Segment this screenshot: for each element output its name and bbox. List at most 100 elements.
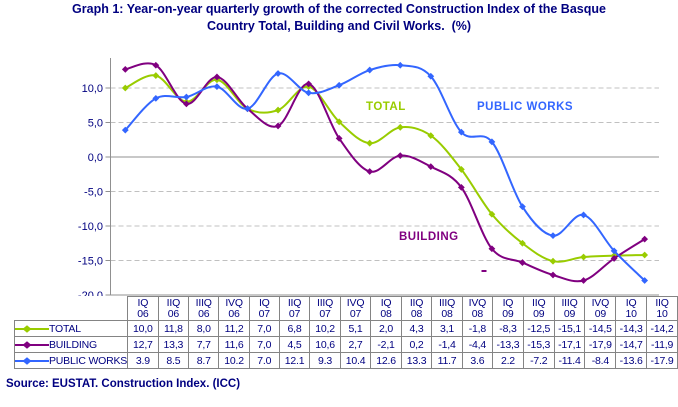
table-row: TOTAL 10,0 11,8 8,0 11,2 7,0 6,8 10,2 5,1 2,0 4,3 3… [13,320,678,337]
series-marker-total [396,123,404,131]
value-cell: -14,3 [615,320,648,337]
value-cell: 12.6 [370,352,402,369]
value-cell: -14,5 [584,320,617,337]
y-axis-label: 5,0 [88,117,103,129]
quarter-header-cell: IVQ 07 [339,296,372,321]
quarter-header-cell: IIQ 08 [400,296,433,321]
series-line-building [124,62,646,283]
y-axis-label: 0,0 [88,152,103,164]
series-marker-building [519,259,526,266]
series-marker-building [610,255,618,262]
value-cell: 12.1 [278,352,311,369]
value-cell: -8,3 [492,320,524,337]
value-cell: -12,5 [522,320,555,337]
legend-label: BUILDING [49,338,97,351]
series-marker-public-works [335,81,343,89]
series-marker-building [366,168,374,175]
series-marker-total [427,132,435,140]
series-marker-total [580,253,587,261]
value-cell: -4,4 [461,336,494,353]
value-cell: 3.9 [127,352,159,369]
series-marker-total [121,84,129,92]
value-cell: 2,7 [339,336,372,353]
quarter-header-cell: IVQ 08 [461,296,494,321]
value-cell: 10.4 [339,352,372,369]
quarter-header-cell: IIIQ 06 [188,296,220,321]
series-marker-building [274,122,282,130]
series-marker-building [488,245,496,253]
series-marker-building [549,271,557,279]
series-marker-public-works [152,94,160,102]
value-cell: -15,1 [553,320,586,337]
value-cell: 7,0 [248,336,280,353]
value-cell: 4,3 [400,320,433,337]
series-marker-total [457,166,465,173]
value-cell: 6,8 [278,320,311,337]
series-marker-building [396,152,404,160]
value-cell: -13,3 [492,336,524,353]
graph-title-line2: Country Total, Building and Civil Works.… [206,19,472,33]
series-marker-public-works [641,277,649,284]
value-cell: -17,1 [553,336,586,353]
value-cell: -14,2 [646,320,678,337]
legend-cell: TOTAL [13,320,129,337]
series-marker-public-works [488,138,496,146]
value-cell: 2,0 [370,320,402,337]
value-cell: -17,9 [584,336,617,353]
quarter-header-cell: IIQ 10 [646,296,678,321]
value-cell: -17.9 [646,352,678,369]
table-row: PUBLIC WORKS 3.9 8.5 8.7 10.2 7.0 12.1 9.3 10.4 1… [13,352,678,369]
stray-dash [481,270,487,272]
value-cell: -11.4 [553,352,586,369]
graph-title: Graph 1: Year-on-year quarterly growth o… [0,1,678,35]
value-cell: -8.4 [584,352,617,369]
value-cell: 8.5 [157,352,190,369]
series-marker-public-works [213,83,221,91]
quarter-header-cell: IQ 10 [615,296,648,321]
value-cell: -15,3 [522,336,555,353]
series-marker-public-works [183,93,190,101]
quarter-header-cell: IIQ 07 [278,296,311,321]
quarter-header-cell: IIIQ 08 [431,296,463,321]
value-cell: -14,7 [615,336,648,353]
series-marker-building [152,61,160,69]
quarter-header-cell: IIIQ 07 [309,296,341,321]
series-marker-public-works [549,232,557,240]
chart-svg: 10,0 5,0 0,0 -5,0 -10,0 -15,0 -20,0 TOTAL PUBLIC… [78,58,659,300]
value-cell: 13.3 [400,352,433,369]
table-header: IQ 06 IIQ 06 IIIQ 06 IVQ 06 IQ 07 IIQ 07 IIIQ 07 IVQ 07… [15,296,678,321]
value-cell: 8.7 [188,352,220,369]
quarter-header-cell: IQ 06 [127,296,159,321]
value-cell: 3,1 [431,320,463,337]
series-marker-building [580,277,587,284]
series-marker-public-works [121,126,129,134]
quarter-header-cell: IVQ 06 [218,296,250,321]
series-marker-building [183,100,190,108]
value-cell: -2,1 [370,336,402,353]
data-table: IQ 06 IIQ 06 IIIQ 06 IVQ 06 IQ 07 IIQ 07 IIIQ 07 IVQ 07… [13,296,678,369]
series-marker-total [519,239,526,247]
value-cell: 11,6 [218,336,250,353]
value-cell: -13.6 [615,352,648,369]
quarter-header-cell: IVQ 09 [584,296,617,321]
value-cell: 2.2 [492,352,524,369]
series-marker-total [335,118,343,126]
series-marker-public-works [519,203,526,211]
value-cell: 4,5 [278,336,311,353]
series-marker-public-works [580,211,587,219]
value-cell: 11.7 [431,352,463,369]
table-header-row: IQ 06 IIQ 06 IIIQ 06 IVQ 06 IQ 07 IIQ 07 IIIQ 07 IVQ 07… [15,296,678,321]
y-axis-label: -10,0 [78,221,103,233]
series-marker-public-works [396,61,404,69]
value-cell: -11,9 [646,336,678,353]
series-marker-public-works [305,89,312,97]
y-axis-label: -15,0 [78,255,103,267]
legend-line-marker-icon [15,340,49,349]
series-marker-building [641,235,649,243]
value-cell: 7.0 [248,352,280,369]
series-label-public-works: PUBLIC WORKS [477,101,573,113]
value-cell: -1,8 [461,320,494,337]
value-cell: 0,2 [400,336,433,353]
value-cell: -7.2 [522,352,555,369]
